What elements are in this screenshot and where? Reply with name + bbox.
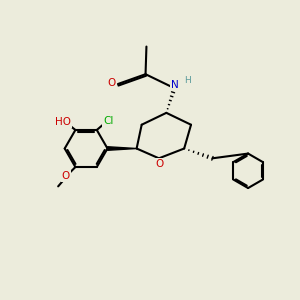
Text: O: O (108, 78, 116, 88)
Text: O: O (155, 159, 164, 169)
Text: H: H (184, 76, 191, 85)
Text: N: N (171, 80, 179, 90)
Polygon shape (107, 147, 136, 150)
Text: HO: HO (55, 117, 71, 127)
Text: Cl: Cl (103, 116, 114, 126)
Text: O: O (62, 171, 70, 181)
